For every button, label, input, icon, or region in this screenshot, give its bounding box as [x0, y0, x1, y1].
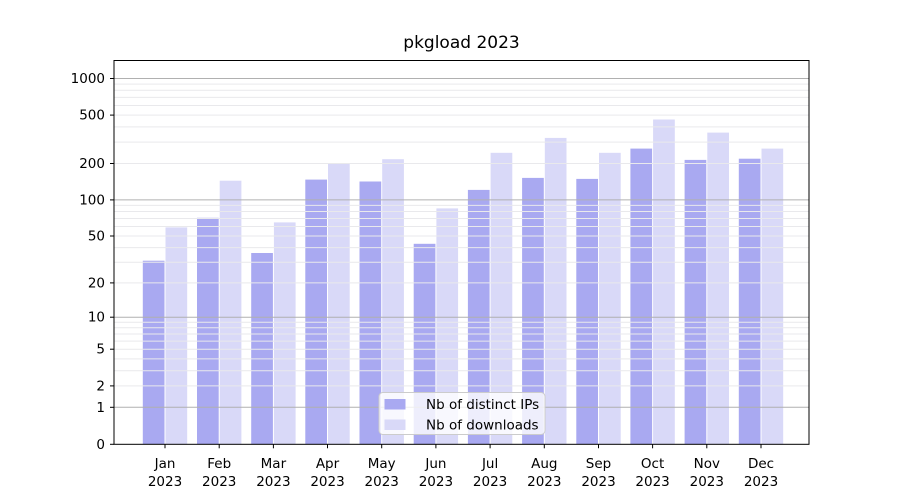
- x-tick-label-month: Sep: [586, 456, 611, 472]
- bar-distinct-ips-may: [359, 181, 382, 445]
- x-tick-label-year: 2023: [419, 474, 453, 490]
- y-tick-label: 0: [96, 437, 105, 453]
- y-tick-label: 200: [79, 156, 105, 172]
- bar-distinct-ips-jan: [142, 260, 165, 445]
- bar-downloads-dec: [761, 148, 784, 445]
- y-tick-label: 100: [79, 192, 105, 208]
- x-tick-label-month: Oct: [641, 456, 664, 472]
- bar-downloads-nov: [707, 132, 729, 445]
- y-tick-label: 5: [96, 342, 105, 358]
- x-tick-label-month: Nov: [694, 456, 720, 472]
- bar-downloads-mar: [273, 222, 296, 445]
- x-tick-label-year: 2023: [690, 474, 724, 490]
- bar-downloads-jan: [165, 227, 188, 445]
- x-tick-label-year: 2023: [527, 474, 561, 490]
- y-tick-label: 1000: [71, 71, 105, 87]
- legend-swatch-icon: [384, 399, 406, 410]
- x-tick-label-month: May: [368, 456, 396, 472]
- bar-downloads-jul: [490, 152, 513, 445]
- x-tick-label-year: 2023: [581, 474, 615, 490]
- plot-area: [113, 60, 810, 445]
- x-tick-label-month: Aug: [531, 456, 557, 472]
- x-tick-label-year: 2023: [310, 474, 344, 490]
- legend-label: Nb of distinct IPs: [426, 397, 539, 413]
- y-tick-label: 50: [88, 229, 105, 245]
- bar-distinct-ips-apr: [305, 179, 327, 445]
- x-tick-label-month: Dec: [748, 456, 774, 472]
- chart-title: pkgload 2023: [403, 33, 520, 53]
- bar-distinct-ips-feb: [197, 217, 219, 445]
- x-tick-label-month: Mar: [261, 456, 287, 472]
- legend: Nb of distinct IPs Nb of downloads: [378, 392, 546, 435]
- x-tick-label-month: Apr: [316, 456, 340, 472]
- y-tick-label: 2: [96, 378, 105, 394]
- x-tick-label-year: 2023: [635, 474, 669, 490]
- legend-box: [378, 392, 546, 435]
- y-tick-label: 20: [88, 275, 105, 291]
- x-tick-label-month: Jan: [154, 456, 176, 472]
- x-tick-label-month: Jul: [481, 456, 498, 472]
- bar-downloads-feb: [219, 180, 242, 445]
- x-tick-label-year: 2023: [473, 474, 507, 490]
- bar-distinct-ips-sep: [576, 178, 598, 445]
- bar-downloads-oct: [653, 119, 675, 445]
- bar-downloads-jun: [436, 208, 459, 445]
- x-tick-label-year: 2023: [744, 474, 778, 490]
- x-tick-label-year: 2023: [202, 474, 236, 490]
- bar-distinct-ips-dec: [738, 158, 761, 445]
- x-tick-label-month: Feb: [207, 456, 231, 472]
- x-tick-label-year: 2023: [365, 474, 399, 490]
- bar-downloads-may: [382, 159, 404, 445]
- legend-label: Nb of downloads: [426, 418, 539, 434]
- y-tick-label: 10: [88, 310, 105, 326]
- bar-downloads-aug: [544, 137, 567, 445]
- legend-swatch-icon: [384, 419, 406, 430]
- bar-downloads-apr: [328, 164, 350, 445]
- bar-distinct-ips-nov: [684, 159, 707, 445]
- x-tick-label-month: Jun: [424, 456, 446, 472]
- y-tick-label: 1: [96, 400, 105, 416]
- y-tick-label: 500: [79, 108, 105, 124]
- bar-distinct-ips-mar: [251, 253, 273, 445]
- bar-distinct-ips-oct: [630, 148, 653, 445]
- bar-downloads-sep: [599, 152, 621, 445]
- bar-distinct-ips-aug: [522, 177, 544, 445]
- x-tick-label-year: 2023: [256, 474, 290, 490]
- x-tick-label-year: 2023: [148, 474, 182, 490]
